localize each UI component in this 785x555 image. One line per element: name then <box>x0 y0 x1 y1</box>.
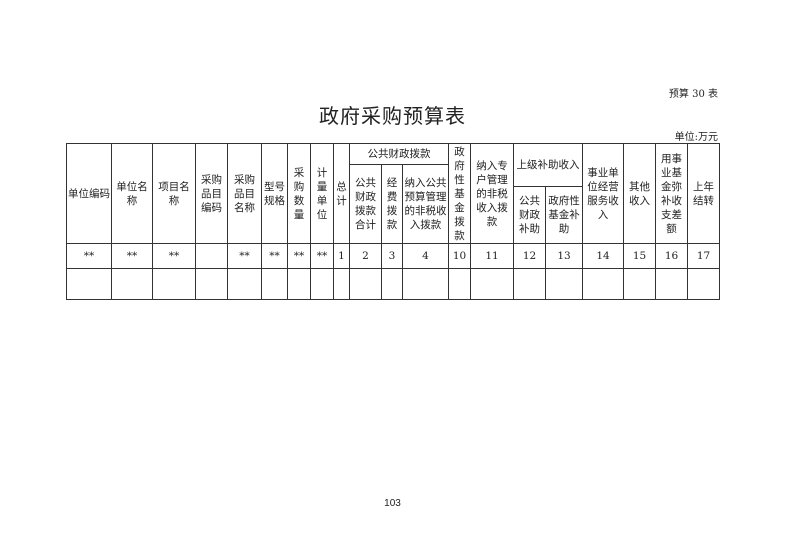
table-cell-empty <box>655 268 688 300</box>
table-cell: 13 <box>545 243 583 269</box>
table-cell-empty <box>287 268 311 300</box>
table-cell: ** <box>152 243 196 269</box>
header-fund-offset: 用事业基金弥补收支差额 <box>655 143 688 244</box>
header-other-income: 其他收入 <box>623 143 656 244</box>
table-cell-empty <box>333 268 350 300</box>
header-special-account-non-tax: 纳入专户管理的非税收入拨款 <box>470 143 514 244</box>
table-cell-empty <box>545 268 583 300</box>
table-cell: ** <box>287 243 311 269</box>
table-cell: ** <box>310 243 334 269</box>
table-cell-empty <box>448 268 471 300</box>
table-cell-empty <box>381 268 403 300</box>
table-cell: 15 <box>623 243 656 269</box>
table-cell-empty <box>623 268 656 300</box>
table-row: ** ** ** ** ** ** ** 1 2 3 4 10 11 12 13 14 15 16 17 <box>66 243 720 269</box>
budget-table: 单位编码 单位名称 项目名称 采购品目编码 采购品目名称 型号规格 采购数量 计… <box>66 143 720 300</box>
table-cell: 14 <box>582 243 624 269</box>
table-row-empty <box>66 268 720 300</box>
header-unit-name: 单位名称 <box>111 143 153 244</box>
table-cell-empty <box>687 268 720 300</box>
page-number: 103 <box>384 498 401 509</box>
table-cell-empty <box>513 268 546 300</box>
header-public-finance-subsidy: 公共财政补助 <box>513 186 546 244</box>
table-cell-empty <box>349 268 382 300</box>
table-cell-empty <box>227 268 262 300</box>
header-quantity: 采购数量 <box>287 143 311 244</box>
table-cell: 17 <box>687 243 720 269</box>
header-superior-subsidy-group: 上级补助收入 <box>513 143 583 187</box>
header-unit-code: 单位编码 <box>66 143 112 244</box>
table-cell: 10 <box>448 243 471 269</box>
table-cell: 16 <box>655 243 688 269</box>
table-cell: ** <box>227 243 262 269</box>
table-cell-empty <box>261 268 288 300</box>
table-cell: 11 <box>470 243 514 269</box>
header-gov-fund: 政府性基金拨款 <box>448 143 471 244</box>
header-total: 总计 <box>333 143 350 244</box>
header-funding: 经费拨款 <box>381 164 403 244</box>
unit-label: 单位:万元 <box>674 132 718 143</box>
table-cell-empty <box>310 268 334 300</box>
table-cell: 2 <box>349 243 382 269</box>
header-public-finance-group: 公共财政拨款 <box>349 143 449 165</box>
table-cell: ** <box>111 243 153 269</box>
header-item-name: 采购品目名称 <box>227 143 262 244</box>
table-cell-empty <box>582 268 624 300</box>
table-cell-empty <box>152 268 196 300</box>
header-non-tax-budget: 纳入公共预算管理的非税收入拨款 <box>402 164 449 244</box>
page-title: 政府采购预算表 <box>319 104 466 128</box>
table-cell: 1 <box>333 243 350 269</box>
table-cell: ** <box>66 243 112 269</box>
table-cell: 4 <box>402 243 449 269</box>
header-project-name: 项目名称 <box>152 143 196 244</box>
header-public-finance-total: 公共财政拨款合计 <box>349 164 382 244</box>
table-cell-empty <box>111 268 153 300</box>
table-cell-empty <box>470 268 514 300</box>
table-cell <box>195 243 228 269</box>
table-cell-empty <box>402 268 449 300</box>
table-cell: 3 <box>381 243 403 269</box>
header-measure-unit: 计量单位 <box>310 143 334 244</box>
header-business-income: 事业单位经营服务收入 <box>582 143 624 244</box>
header-item-code: 采购品目编码 <box>195 143 228 244</box>
table-cell-empty <box>195 268 228 300</box>
table-cell: ** <box>261 243 288 269</box>
header-carryover: 上年结转 <box>687 143 720 244</box>
header-model-spec: 型号规格 <box>261 143 288 244</box>
table-cell-empty <box>66 268 112 300</box>
header-gov-fund-subsidy: 政府性基金补助 <box>545 186 583 244</box>
form-number: 预算 30 表 <box>668 89 718 100</box>
table-cell: 12 <box>513 243 546 269</box>
